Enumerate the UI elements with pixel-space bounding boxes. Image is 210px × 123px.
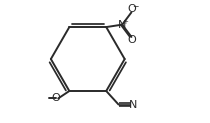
- Text: N: N: [118, 20, 126, 30]
- Text: O: O: [127, 4, 136, 14]
- Text: +: +: [122, 19, 128, 25]
- Text: N: N: [129, 100, 138, 109]
- Text: −: −: [132, 2, 138, 11]
- Text: O: O: [127, 35, 136, 45]
- Text: O: O: [51, 93, 60, 103]
